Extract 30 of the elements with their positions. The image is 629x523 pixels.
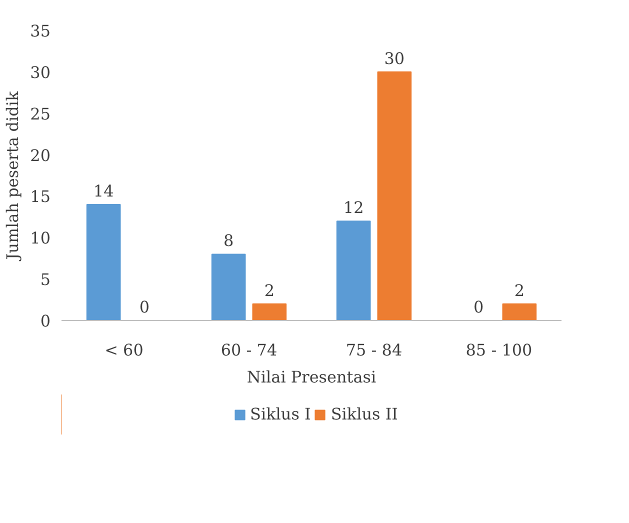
bar bbox=[377, 71, 412, 320]
y-tick-label: 20 bbox=[30, 146, 50, 165]
data-label: 12 bbox=[343, 198, 364, 218]
y-tick-label: 0 bbox=[40, 312, 51, 330]
y-tick-label: 5 bbox=[40, 270, 51, 290]
x-tick-label: 60 - 74 bbox=[220, 340, 278, 360]
data-label: 14 bbox=[93, 182, 114, 200]
data-label: 0 bbox=[139, 298, 150, 316]
data-label: 2 bbox=[514, 280, 525, 300]
x-tick-label: 85 - 100 bbox=[466, 340, 532, 360]
x-tick-label: 75 - 84 bbox=[346, 340, 402, 360]
data-label: 2 bbox=[264, 280, 275, 300]
y-tick-label: 35 bbox=[30, 22, 50, 40]
bar bbox=[336, 220, 371, 320]
legend-label: Siklus II bbox=[330, 404, 398, 424]
bar bbox=[252, 303, 287, 320]
bar bbox=[502, 303, 537, 320]
data-label: 30 bbox=[384, 48, 405, 68]
y-tick-label: 25 bbox=[30, 104, 50, 124]
x-tick-label: < 60 bbox=[104, 340, 144, 360]
legend-label: Siklus I bbox=[250, 404, 311, 424]
y-tick-label: 10 bbox=[30, 228, 50, 248]
data-label: 0 bbox=[473, 298, 484, 316]
y-axis-title: Jumlah peserta didik bbox=[3, 90, 22, 262]
y-tick-label: 15 bbox=[30, 187, 50, 206]
bar bbox=[211, 254, 246, 320]
bar bbox=[86, 204, 121, 320]
data-label: 8 bbox=[223, 231, 234, 250]
x-axis-title: Nilai Presentasi bbox=[246, 368, 376, 386]
y-tick-label: 30 bbox=[30, 62, 50, 82]
